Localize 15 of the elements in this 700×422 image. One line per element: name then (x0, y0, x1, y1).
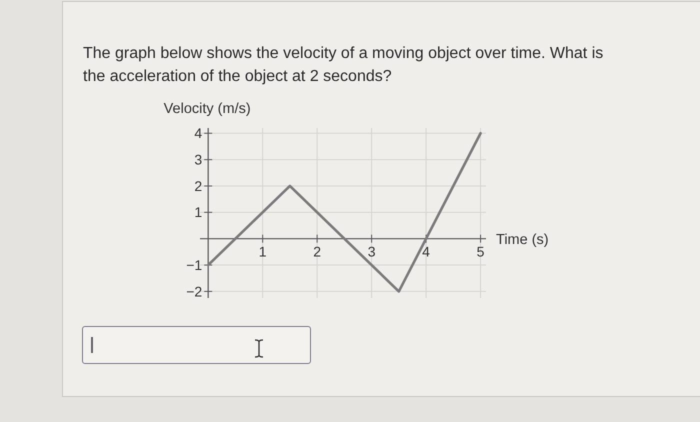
y-tick-label: 4 (194, 125, 202, 142)
x-axis-title: Time (s) (496, 232, 549, 248)
x-tick-label: 5 (476, 244, 485, 260)
y-tick-label: 3 (194, 152, 202, 168)
x-tick-label: 1 (258, 244, 267, 260)
x-tick-label: 2 (313, 244, 322, 260)
y-tick-label: 2 (194, 178, 202, 194)
x-tick-label: 3 (368, 244, 376, 260)
y-tick-label: −1 (186, 256, 202, 273)
chart-title: The graph below shows the velocity of a moving object over time. What is the acceleration of the object at 2 seconds? (83, 44, 604, 87)
line-series (206, 132, 482, 293)
y-tick-label: −2 (186, 283, 202, 300)
y-axis-title: Velocity (m/s) (164, 101, 251, 118)
y-tick-label: 1 (194, 204, 202, 220)
x-tick-label: 4 (422, 244, 430, 260)
